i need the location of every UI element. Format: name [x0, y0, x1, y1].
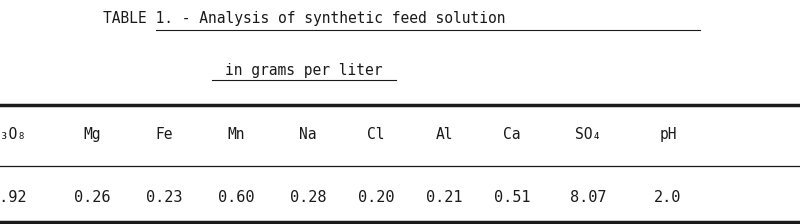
- Text: 2.0: 2.0: [654, 190, 682, 205]
- Text: Fe: Fe: [155, 127, 173, 142]
- Text: 0.51: 0.51: [494, 190, 530, 205]
- Text: Ca: Ca: [503, 127, 521, 142]
- Text: Mg: Mg: [83, 127, 101, 142]
- Text: 0.92: 0.92: [0, 190, 26, 205]
- Text: in grams per liter: in grams per liter: [226, 63, 382, 78]
- Text: 0.23: 0.23: [146, 190, 182, 205]
- Text: 0.21: 0.21: [426, 190, 462, 205]
- Text: 0.26: 0.26: [74, 190, 110, 205]
- Text: pH: pH: [659, 127, 677, 142]
- Text: Al: Al: [435, 127, 453, 142]
- Text: 0.20: 0.20: [358, 190, 394, 205]
- Text: 0.28: 0.28: [290, 190, 326, 205]
- Text: TABLE 1. - Analysis of synthetic feed solution: TABLE 1. - Analysis of synthetic feed so…: [102, 11, 506, 26]
- Text: SO₄: SO₄: [575, 127, 601, 142]
- Text: Cl: Cl: [367, 127, 385, 142]
- Text: Mn: Mn: [227, 127, 245, 142]
- Text: 0.60: 0.60: [218, 190, 254, 205]
- Text: Na: Na: [299, 127, 317, 142]
- Text: 8.07: 8.07: [570, 190, 606, 205]
- Text: U₃O₈: U₃O₈: [0, 127, 26, 142]
